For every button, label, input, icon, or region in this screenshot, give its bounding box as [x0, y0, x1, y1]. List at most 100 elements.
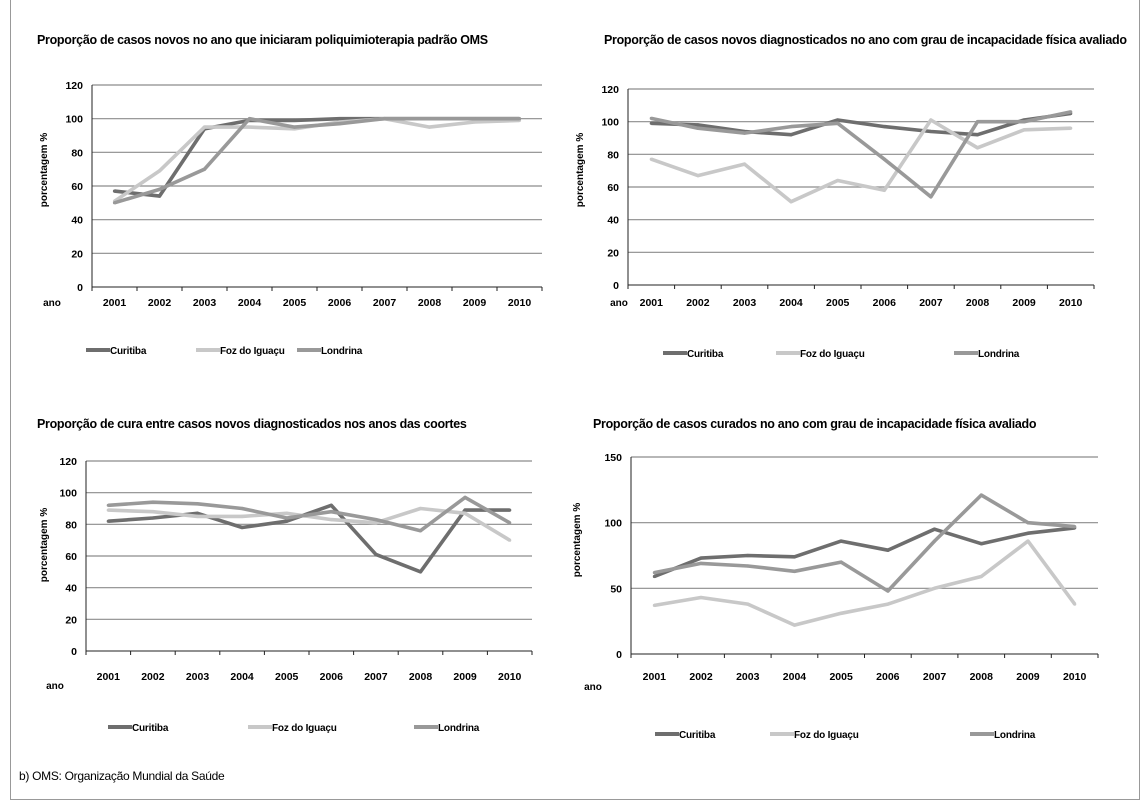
legend-label: Foz do Iguaçu — [220, 346, 285, 357]
chart-title: Proporção de casos novos no ano que inic… — [37, 33, 488, 47]
x-axis-label: ano — [46, 681, 64, 692]
x-tick-label: 2006 — [876, 671, 900, 683]
x-axis-label: ano — [610, 298, 628, 309]
data-point — [427, 125, 432, 129]
data-point — [374, 521, 378, 525]
chart-2: Proporção de casos novos diagnosticados … — [575, 33, 1128, 360]
x-tick-label: 2009 — [1012, 297, 1036, 309]
data-point — [979, 574, 983, 579]
y-tick-label: 60 — [71, 181, 83, 193]
x-tick-label: 2007 — [923, 671, 947, 683]
data-point — [508, 521, 512, 525]
data-point — [285, 511, 289, 515]
data-point — [195, 502, 200, 506]
x-tick-label: 2003 — [193, 297, 217, 309]
y-axis-label: porcentagem % — [39, 133, 50, 208]
x-tick-label: 2001 — [640, 297, 664, 309]
legend-label: Curitiba — [679, 730, 716, 741]
y-tick-label: 120 — [601, 84, 619, 96]
data-point — [792, 569, 797, 573]
x-tick-label: 2004 — [238, 297, 262, 309]
x-tick-label: 2005 — [275, 671, 299, 683]
data-point — [472, 120, 477, 124]
data-point — [151, 500, 155, 504]
y-tick-label: 20 — [71, 248, 83, 260]
x-tick-label: 2008 — [409, 671, 433, 683]
data-point — [508, 508, 512, 512]
chart-title: Proporção de cura entre casos novos diag… — [37, 417, 467, 431]
x-tick-label: 2010 — [498, 671, 522, 683]
data-point — [202, 167, 207, 171]
data-point — [696, 126, 700, 130]
data-point — [151, 510, 155, 514]
data-point — [886, 602, 890, 606]
x-tick-label: 2004 — [230, 671, 254, 683]
data-point — [839, 539, 843, 543]
data-point — [699, 561, 703, 566]
data-point — [699, 595, 703, 600]
data-point — [839, 560, 843, 564]
y-tick-label: 40 — [71, 215, 83, 227]
y-tick-label: 80 — [607, 149, 619, 161]
legend-label: Londrina — [978, 349, 1020, 360]
y-tick-label: 0 — [77, 282, 83, 294]
data-point — [106, 519, 110, 523]
legend-label: Curitiba — [132, 723, 169, 734]
legend-label: Londrina — [438, 723, 480, 734]
data-point — [1073, 602, 1077, 606]
data-point — [329, 518, 333, 522]
data-point — [508, 538, 512, 542]
data-point — [746, 564, 750, 568]
data-point — [202, 125, 207, 129]
data-point — [836, 121, 840, 125]
x-tick-label: 2004 — [783, 671, 807, 683]
data-point — [337, 122, 342, 126]
x-tick-label: 2003 — [186, 671, 210, 683]
data-point — [839, 611, 843, 615]
x-tick-label: 2008 — [970, 671, 994, 683]
data-point — [418, 570, 423, 574]
data-point — [157, 187, 162, 191]
x-tick-label: 2007 — [919, 297, 943, 309]
data-point — [975, 133, 980, 137]
data-point — [652, 571, 657, 575]
data-point — [374, 518, 378, 522]
x-tick-label: 2005 — [829, 671, 853, 683]
data-point — [463, 511, 467, 515]
data-point — [649, 116, 653, 120]
x-tick-label: 2010 — [1059, 297, 1083, 309]
data-point — [472, 117, 477, 121]
data-point — [742, 162, 747, 166]
data-point — [789, 125, 793, 129]
legend-label: Curitiba — [687, 349, 724, 360]
series-line-foz-do-iguaçu — [113, 116, 520, 203]
y-axis-label: porcentagem % — [572, 503, 583, 578]
data-point — [932, 527, 937, 531]
data-point — [882, 125, 886, 129]
series-line-curitiba — [651, 111, 1071, 137]
data-point — [886, 589, 890, 593]
data-point — [746, 553, 750, 558]
x-tick-label: 2001 — [643, 671, 667, 683]
data-point — [836, 178, 840, 183]
y-tick-label: 40 — [607, 215, 619, 227]
data-point — [792, 555, 797, 559]
data-point — [1026, 539, 1030, 543]
data-point — [195, 514, 200, 519]
data-point — [106, 503, 110, 507]
x-tick-label: 2007 — [373, 297, 397, 309]
x-tick-label: 2009 — [1016, 671, 1040, 683]
legend-label: Londrina — [321, 346, 363, 357]
y-tick-label: 100 — [601, 117, 619, 129]
data-point — [975, 120, 980, 124]
series-line-curitiba — [653, 526, 1075, 579]
data-point — [932, 539, 937, 543]
x-tick-label: 2006 — [328, 297, 352, 309]
data-point — [285, 519, 289, 523]
data-point — [929, 118, 933, 122]
legend-label: Foz do Iguaçu — [272, 723, 337, 734]
y-tick-label: 0 — [613, 280, 619, 292]
data-point — [106, 508, 110, 512]
data-point — [157, 169, 162, 173]
data-point — [929, 129, 933, 134]
